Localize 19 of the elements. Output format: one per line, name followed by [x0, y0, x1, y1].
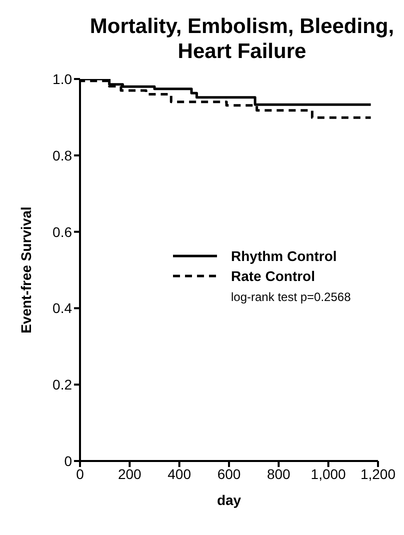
x-tick-label: 200 [118, 466, 142, 482]
x-tick-label: 400 [168, 466, 192, 482]
x-tick-label: 800 [266, 466, 291, 482]
x-tick-label: 0 [76, 466, 84, 482]
x-tick-label: 1,200 [360, 466, 396, 482]
chart-title: Mortality, Embolism, Bleeding, Heart Failure [88, 14, 396, 64]
x-axis-title: day [216, 492, 242, 508]
x-tick-label: 1,000 [310, 466, 346, 482]
y-tick-label: 0.8 [52, 147, 72, 164]
legend-label: Rhythm Control [231, 248, 337, 264]
y-tick-label: 0.6 [52, 224, 72, 240]
y-tick-label: 0.4 [52, 300, 72, 316]
x-tick-label: 600 [217, 466, 241, 482]
y-tick-label: 0 [64, 452, 72, 469]
y-tick-label: 0.2 [52, 376, 72, 393]
legend-label: Rate Control [231, 268, 315, 284]
y-axis-title: Event-free Survival [18, 206, 34, 334]
annotation: log-rank test p=0.2568 [231, 290, 351, 304]
y-tick-label: 1.0 [52, 70, 72, 87]
